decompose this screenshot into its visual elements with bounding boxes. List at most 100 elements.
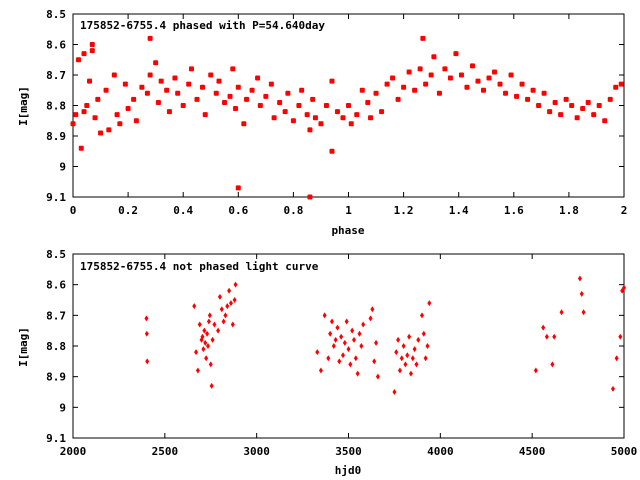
phased-data-point — [442, 66, 448, 72]
phased-data-point — [318, 121, 324, 127]
phased-x-tick-label: 1.2 — [394, 204, 414, 217]
unphased-data-point — [340, 352, 345, 359]
phased-data-point — [417, 66, 423, 72]
phased-data-point — [307, 194, 313, 200]
phased-data-points — [70, 35, 624, 200]
unphased-data-point — [394, 349, 399, 356]
phased-y-tick-label: 8.8 — [46, 100, 66, 113]
phased-data-point — [354, 112, 360, 118]
phased-data-point — [365, 99, 371, 105]
unphased-x-axis-label: hjd0 — [335, 464, 362, 477]
phased-data-point — [348, 121, 354, 127]
phased-x-tick-label: 1.4 — [449, 204, 469, 217]
phased-data-point — [199, 84, 205, 90]
unphased-data-point — [355, 370, 360, 377]
unphased-data-point — [208, 361, 213, 368]
phased-data-point — [285, 90, 291, 96]
phased-data-point — [241, 121, 247, 127]
phased-data-point — [89, 48, 95, 54]
unphased-data-point — [221, 318, 226, 325]
unphased-data-point — [423, 355, 428, 362]
unphased-data-point — [202, 327, 207, 334]
phased-data-point — [329, 78, 335, 84]
unphased-y-axis-label: I[mag] — [17, 327, 30, 367]
phased-data-point — [122, 81, 128, 87]
unphased-data-point — [201, 346, 206, 353]
unphased-data-point — [368, 315, 373, 322]
phased-data-point — [172, 75, 178, 81]
unphased-data-point — [581, 309, 586, 316]
unphased-data-point — [410, 355, 415, 362]
unphased-data-point — [318, 367, 323, 374]
phased-y-tick-label: 8.9 — [46, 130, 66, 143]
unphased-data-point — [425, 343, 430, 349]
phased-data-point — [420, 35, 426, 41]
unphased-plot-frame — [72, 253, 625, 439]
phased-data-point — [346, 103, 351, 108]
phased-data-point — [233, 106, 239, 112]
unphased-data-point — [370, 306, 375, 313]
unphased-data-point — [396, 336, 401, 343]
phased-data-point — [299, 87, 305, 93]
phased-chart-title: 175852-6755.4 phased with P=54.640day — [80, 19, 325, 32]
unphased-data-point — [223, 312, 228, 319]
unphased-data-point — [544, 333, 549, 340]
unphased-data-point — [533, 367, 538, 374]
phased-data-point — [469, 63, 475, 69]
unphased-data-point — [407, 333, 412, 340]
phased-data-point — [310, 96, 316, 102]
unphased-data-point — [206, 318, 211, 325]
phased-data-point — [359, 87, 365, 93]
unphased-data-point — [328, 330, 333, 337]
unphased-data-point — [230, 321, 235, 328]
unphased-data-point — [342, 339, 347, 346]
phased-data-point — [175, 90, 181, 96]
phased-data-point — [428, 72, 434, 78]
unphased-data-point — [577, 275, 582, 282]
phased-data-point — [475, 78, 481, 84]
phased-data-point — [290, 118, 296, 124]
phased-y-tick-label: 9 — [59, 161, 66, 174]
phased-data-point — [139, 84, 145, 90]
phased-data-point — [213, 90, 219, 96]
phased-data-point — [447, 75, 453, 81]
phased-data-point — [368, 115, 374, 121]
phased-data-point — [304, 112, 310, 118]
unphased-data-point — [344, 318, 349, 325]
phased-data-point — [530, 87, 536, 93]
phased-data-point — [84, 103, 90, 108]
phased-data-point — [158, 78, 164, 84]
unphased-data-point — [207, 312, 212, 319]
phased-data-point — [492, 69, 498, 75]
unphased-data-point — [403, 361, 408, 368]
unphased-data-point — [232, 297, 237, 303]
unphased-data-point — [361, 321, 366, 328]
unphased-data-point — [416, 336, 421, 343]
unphased-data-point — [579, 290, 584, 297]
unphased-y-tick-label: 8.9 — [46, 371, 66, 384]
phased-data-point — [282, 109, 288, 115]
phased-data-point — [131, 96, 137, 102]
phased-data-point — [244, 96, 250, 102]
unphased-data-point — [216, 327, 221, 334]
phased-data-point — [76, 57, 82, 63]
phased-data-point — [552, 99, 558, 105]
unphased-data-point — [233, 281, 238, 288]
unphased-data-point — [401, 343, 406, 349]
phased-data-point — [379, 109, 385, 115]
phased-y-tick-label: 9.1 — [46, 191, 66, 204]
unphased-data-point — [329, 318, 334, 325]
unphased-y-tick-label: 8.8 — [46, 340, 66, 353]
unphased-data-point — [326, 355, 331, 362]
phased-y-axis-label: I[mag] — [17, 86, 30, 126]
phased-data-point — [431, 54, 437, 60]
phased-x-tick-label: 0.4 — [173, 204, 193, 217]
unphased-data-point — [618, 333, 623, 340]
unphased-data-point — [337, 358, 342, 365]
unphased-data-point — [217, 293, 222, 300]
phased-data-point — [92, 115, 98, 121]
phased-data-point — [73, 112, 79, 118]
phased-data-point — [271, 115, 277, 121]
phased-data-point — [423, 81, 429, 87]
